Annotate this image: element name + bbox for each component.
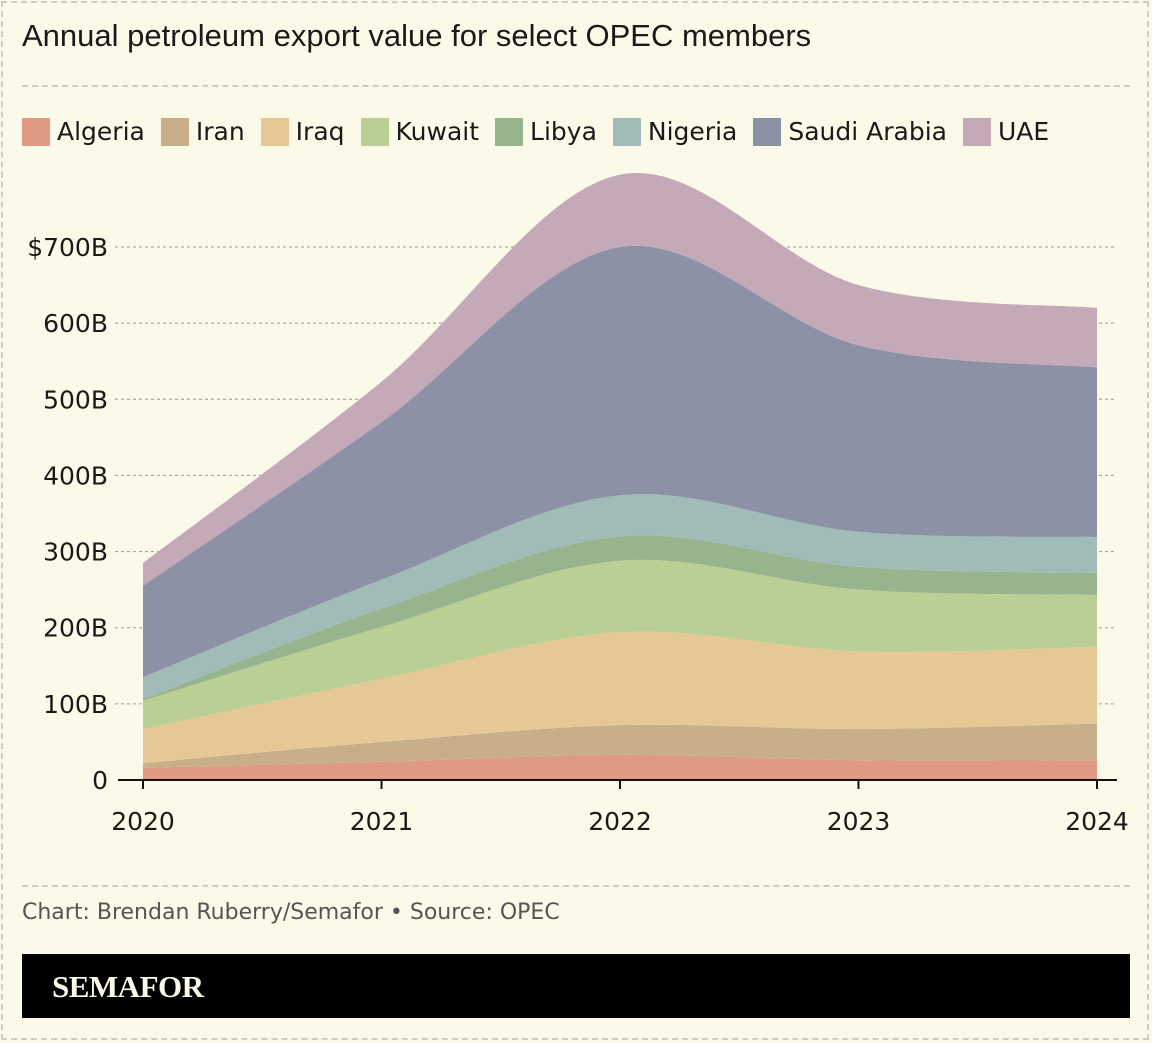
legend-label: Saudi Arabia xyxy=(788,117,947,146)
chart-title: Annual petroleum export value for select… xyxy=(22,18,812,53)
legend-swatch xyxy=(22,117,50,146)
y-tick-label: $700B xyxy=(27,233,108,262)
legend-item: Iran xyxy=(160,117,245,146)
area-libya xyxy=(143,535,1097,701)
brand-logo: SEMAFOR xyxy=(52,969,204,1004)
y-tick-label: 0 xyxy=(92,766,108,795)
chart-svg: 2020 2021 2022 2023 2024 0 100B 200B 300B 400B 500… xyxy=(27,172,1129,836)
x-tick-label: 2021 xyxy=(350,807,414,836)
legend-swatch xyxy=(612,117,641,146)
x-tick-label: 2020 xyxy=(111,807,175,836)
legend-label: Iraq xyxy=(295,117,345,146)
legend-swatch xyxy=(360,117,389,146)
legend-item: Saudi Arabia xyxy=(753,117,947,146)
divider xyxy=(22,885,1130,887)
legend-label: Algeria xyxy=(57,117,145,146)
area-saudi-arabia xyxy=(143,245,1097,678)
legend-swatch xyxy=(753,117,782,146)
area-kuwait xyxy=(143,559,1097,729)
legend-item: Kuwait xyxy=(360,117,480,146)
x-tick-label: 2023 xyxy=(827,807,891,836)
legend-swatch xyxy=(495,117,524,146)
y-tick-label: 500B xyxy=(43,385,108,414)
legend-item: Nigeria xyxy=(612,117,738,146)
legend: Algeria Iran Iraq Kuwait Libya Nigeria Saudi A… xyxy=(22,117,1065,146)
legend-label: UAE xyxy=(997,117,1050,146)
legend-item: UAE xyxy=(962,117,1050,146)
legend-label: Kuwait xyxy=(395,117,480,146)
legend-label: Iran xyxy=(195,117,245,146)
legend-swatch xyxy=(260,117,289,146)
legend-swatch xyxy=(962,117,991,146)
source-note: Chart: Brendan Ruberry/Semafor • Source:… xyxy=(22,900,560,925)
area-iran xyxy=(143,723,1097,768)
legend-label: Libya xyxy=(530,117,597,146)
y-tick-label: 400B xyxy=(43,461,108,490)
y-tick-label: 100B xyxy=(43,690,108,719)
legend-item: Algeria xyxy=(22,117,145,146)
area-algeria xyxy=(143,754,1097,780)
brand-bar: SEMAFOR xyxy=(22,954,1130,1018)
area-iraq xyxy=(143,631,1097,764)
legend-label: Nigeria xyxy=(647,117,738,146)
y-tick-label: 300B xyxy=(43,538,108,567)
area-nigeria xyxy=(143,494,1097,700)
legend-item: Iraq xyxy=(260,117,345,146)
legend-item: Libya xyxy=(495,117,597,146)
x-tick-label: 2022 xyxy=(588,807,652,836)
x-tick-label: 2024 xyxy=(1065,807,1129,836)
y-tick-label: 200B xyxy=(43,614,108,643)
legend-swatch xyxy=(160,117,189,146)
divider xyxy=(22,85,1130,87)
y-tick-label: 600B xyxy=(43,309,108,338)
